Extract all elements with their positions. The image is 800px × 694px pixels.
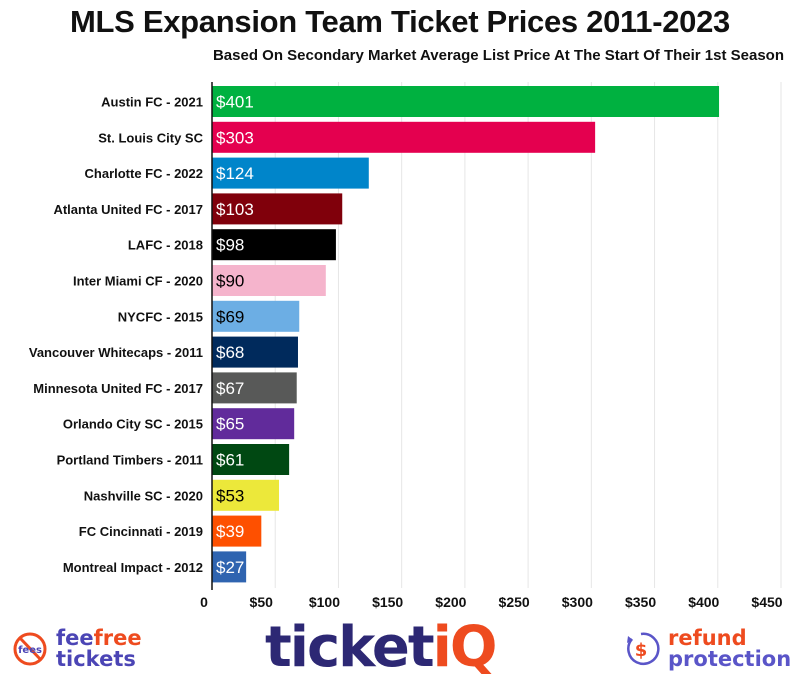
- data-label: $61: [216, 451, 244, 470]
- category-label: Atlanta United FC - 2017: [53, 202, 203, 217]
- chart-subtitle: Based On Secondary Market Average List P…: [212, 47, 784, 64]
- x-tick-label: $300: [562, 594, 593, 610]
- category-label: LAFC - 2018: [128, 238, 203, 253]
- data-label: $98: [216, 236, 244, 255]
- svg-text:$: $: [635, 640, 648, 661]
- data-label: $103: [216, 200, 254, 219]
- bar: [212, 193, 343, 225]
- data-label: $67: [216, 379, 244, 398]
- category-label: NYCFC - 2015: [118, 309, 203, 324]
- data-label: $39: [216, 522, 244, 541]
- x-tick-label: 0: [200, 594, 208, 610]
- bar: [212, 300, 300, 332]
- data-label: $27: [216, 558, 244, 577]
- feefree-tickets-logo: fees feefree tickets: [12, 628, 142, 670]
- category-label: Vancouver Whitecaps - 2011: [29, 345, 203, 360]
- data-label: $65: [216, 415, 244, 434]
- dollar-refund-icon: $: [627, 632, 660, 666]
- x-tick-label: $250: [499, 594, 530, 610]
- no-fees-icon: fees: [13, 632, 47, 666]
- category-label: Montreal Impact - 2012: [63, 560, 203, 575]
- data-label: $68: [216, 343, 244, 362]
- category-label: Portland Timbers - 2011: [57, 453, 203, 468]
- bar: [212, 265, 326, 296]
- bar: [212, 157, 369, 189]
- chart-title: MLS Expansion Team Ticket Prices 2011-20…: [70, 4, 730, 39]
- x-tick-label: $200: [435, 594, 466, 610]
- bar: [212, 479, 280, 511]
- data-label: $401: [216, 93, 254, 112]
- category-label: St. Louis City SC: [98, 130, 203, 145]
- category-label: Austin FC - 2021: [101, 95, 203, 110]
- category-label: Inter Miami CF - 2020: [73, 274, 203, 289]
- ticketiq-logo: ticketiQ: [265, 615, 497, 680]
- data-label: $303: [216, 128, 254, 147]
- bar: [212, 444, 290, 475]
- category-label: Nashville SC - 2020: [84, 488, 203, 503]
- data-label: $69: [216, 307, 244, 326]
- bar: [212, 121, 596, 153]
- x-tick-label: $50: [250, 594, 274, 610]
- x-tick-label: $150: [372, 594, 403, 610]
- data-label: $124: [216, 164, 254, 183]
- refund-protection-logo: $ refund protection: [622, 628, 791, 670]
- x-tick-label: $400: [688, 594, 719, 610]
- x-tick-label: $450: [751, 594, 782, 610]
- category-label: Charlotte FC - 2022: [85, 166, 203, 181]
- bar: [212, 372, 297, 404]
- bar: [212, 551, 247, 583]
- bar: [212, 336, 298, 368]
- category-label: Minnesota United FC - 2017: [33, 381, 203, 396]
- bar: [212, 408, 295, 440]
- category-label: Orlando City SC - 2015: [63, 417, 203, 432]
- bar: [212, 86, 720, 117]
- category-label: FC Cincinnati - 2019: [79, 524, 203, 539]
- x-tick-label: $350: [625, 594, 656, 610]
- data-label: $53: [216, 486, 244, 505]
- x-tick-label: $100: [309, 594, 340, 610]
- data-label: $90: [216, 272, 244, 291]
- svg-text:fees: fees: [18, 645, 42, 656]
- bar-chart: 0 $50 $100 $150 $200 $250 $300 $350 $400 $450 Aust…: [29, 82, 783, 610]
- bar: [212, 515, 262, 547]
- bar: [212, 229, 336, 261]
